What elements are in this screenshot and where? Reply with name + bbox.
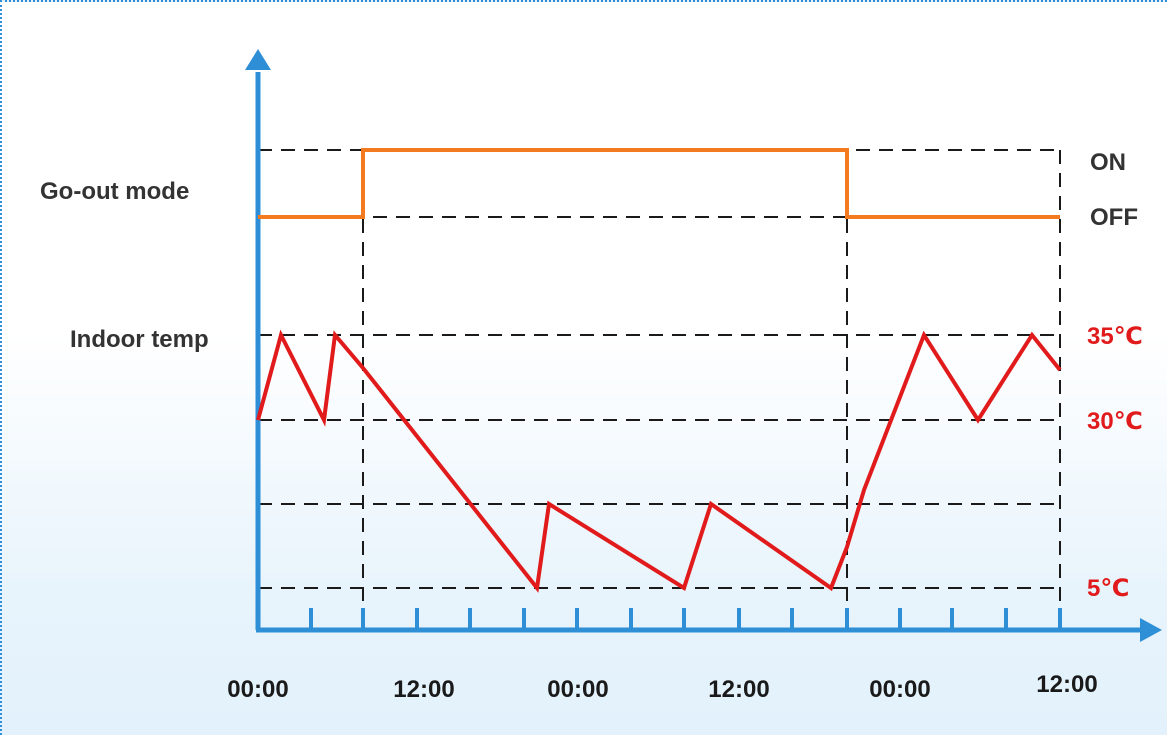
go-out-mode-line	[258, 148, 1060, 219]
x-label: 12:00	[393, 676, 454, 703]
axes	[245, 49, 1162, 642]
x-label: 12:00	[708, 676, 769, 703]
off-label: OFF	[1090, 204, 1138, 231]
temp-5c-label: 5℃	[1087, 575, 1129, 602]
x-label: 00:00	[547, 676, 608, 703]
x-label: 00:00	[227, 676, 288, 703]
x-label: 12:00	[1036, 671, 1097, 698]
y-axis-arrow	[245, 49, 271, 70]
vertical-guides	[362, 150, 1061, 630]
indoor-temp-line	[256, 329, 1062, 593]
x-label: 00:00	[869, 676, 930, 703]
go-out-mode-label: Go-out mode	[40, 178, 189, 205]
temp-30c-label: 30℃	[1087, 408, 1143, 435]
on-label: ON	[1090, 149, 1126, 176]
temp-35c-label: 35℃	[1087, 323, 1143, 350]
x-axis-ticks	[309, 608, 1062, 630]
x-axis-arrow	[1140, 618, 1162, 642]
indoor-temp-label: Indoor temp	[70, 326, 209, 353]
x-axis-labels: 00:00 12:00 00:00 12:00 00:00 12:00	[227, 671, 1097, 703]
